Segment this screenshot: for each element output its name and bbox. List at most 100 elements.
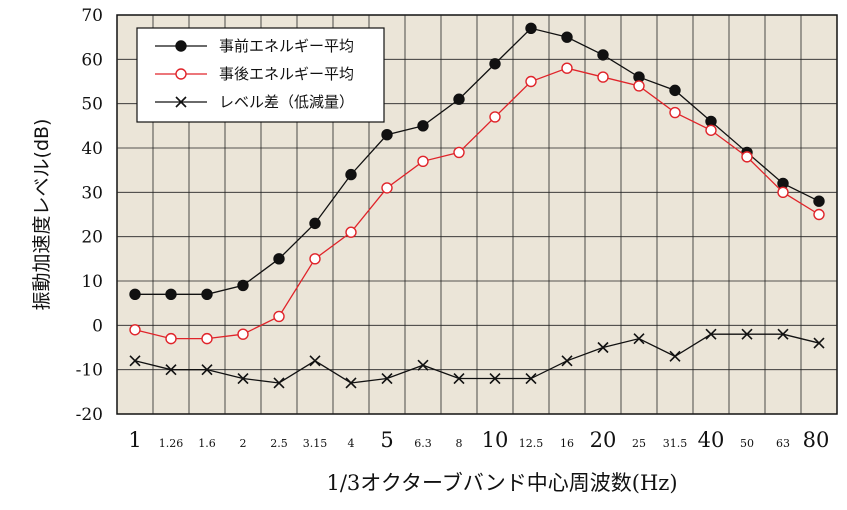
legend-label: レベル差（低減量） bbox=[219, 93, 354, 111]
data-point bbox=[201, 332, 213, 345]
x-tick-label: 1.6 bbox=[198, 437, 216, 450]
x-axis-ticks: 1 1.26 1.6 2 2.5 3.15 4 5 6.3 8 10 12.5 16 20 25 31.5 40… bbox=[128, 428, 829, 452]
data-point bbox=[633, 80, 645, 92]
data-point bbox=[417, 359, 429, 371]
data-point bbox=[489, 111, 501, 123]
x-tick-label: 4 bbox=[348, 437, 355, 450]
data-point bbox=[129, 355, 141, 367]
legend-label: 事後エネルギー平均 bbox=[219, 65, 354, 83]
data-point bbox=[129, 324, 141, 336]
series-3 bbox=[129, 328, 825, 389]
data-point bbox=[165, 288, 177, 300]
x-tick-label: 10 bbox=[482, 428, 509, 452]
x-tick-label: 3.15 bbox=[303, 437, 328, 450]
data-point bbox=[381, 372, 393, 385]
y-tick-label: 20 bbox=[81, 228, 103, 248]
legend-item: 事後エネルギー平均 bbox=[155, 65, 354, 83]
x-tick-label: 63 bbox=[776, 437, 790, 450]
data-point bbox=[165, 364, 177, 376]
data-point bbox=[597, 49, 609, 61]
legend-label: 事前エネルギー平均 bbox=[219, 37, 354, 55]
data-point bbox=[777, 186, 789, 199]
y-axis-label: 振動加速度レベル(dB) bbox=[31, 119, 53, 311]
x-tick-label: 1 bbox=[128, 428, 141, 452]
data-point bbox=[309, 253, 321, 265]
y-tick-label: 40 bbox=[81, 139, 103, 159]
data-point bbox=[417, 120, 429, 132]
data-point bbox=[345, 226, 357, 238]
legend-marker bbox=[175, 40, 187, 52]
x-tick-label: 40 bbox=[698, 428, 725, 452]
series-line bbox=[135, 27, 820, 295]
data-point bbox=[705, 124, 717, 136]
data-point bbox=[309, 217, 321, 230]
x-tick-label: 1.26 bbox=[159, 437, 184, 450]
x-tick-label: 6.3 bbox=[414, 437, 432, 450]
data-point bbox=[525, 372, 537, 385]
y-tick-label: 60 bbox=[81, 50, 103, 70]
series-line bbox=[134, 67, 820, 340]
data-point bbox=[813, 337, 825, 349]
data-point bbox=[201, 288, 213, 300]
data-point bbox=[813, 195, 825, 207]
data-point bbox=[741, 151, 753, 163]
data-point bbox=[345, 377, 357, 389]
legend-marker bbox=[175, 96, 187, 108]
data-point bbox=[237, 328, 249, 340]
x-tick-label: 50 bbox=[740, 437, 754, 450]
data-point bbox=[561, 62, 573, 74]
series-layer bbox=[129, 22, 825, 389]
data-point bbox=[417, 155, 429, 168]
data-point bbox=[237, 372, 249, 385]
data-point bbox=[525, 75, 537, 88]
x-tick-label: 8 bbox=[456, 437, 463, 450]
data-point bbox=[813, 208, 825, 221]
y-tick-label: 0 bbox=[92, 316, 103, 336]
x-tick-label: 25 bbox=[632, 437, 646, 450]
x-tick-label: 80 bbox=[803, 428, 830, 452]
data-point bbox=[741, 328, 753, 340]
y-tick-label: -20 bbox=[76, 405, 103, 425]
data-point bbox=[525, 22, 537, 34]
y-tick-label: 70 bbox=[81, 6, 103, 26]
data-point bbox=[777, 328, 789, 340]
x-tick-label: 2 bbox=[240, 437, 247, 450]
x-tick-label: 12.5 bbox=[519, 437, 544, 450]
data-point bbox=[669, 350, 681, 362]
x-tick-label: 20 bbox=[590, 428, 617, 452]
data-point bbox=[273, 310, 285, 323]
data-point bbox=[453, 146, 465, 159]
legend-item: レベル差（低減量） bbox=[155, 93, 354, 111]
x-tick-label: 16 bbox=[560, 437, 574, 450]
data-point bbox=[597, 341, 609, 354]
x-tick-label: 31.5 bbox=[663, 437, 688, 450]
data-point bbox=[669, 84, 681, 97]
x-axis-label: 1/3オクターブバンド中心周波数(Hz) bbox=[326, 471, 677, 495]
y-axis-ticks: 70 60 50 40 30 20 10 0 -10 -20 bbox=[76, 6, 103, 425]
data-point bbox=[633, 333, 645, 345]
data-point bbox=[129, 288, 141, 300]
y-tick-label: 10 bbox=[81, 272, 103, 292]
data-point bbox=[237, 279, 249, 292]
data-point bbox=[597, 71, 609, 83]
data-point bbox=[273, 377, 285, 389]
data-point bbox=[561, 31, 573, 43]
x-tick-label: 2.5 bbox=[270, 437, 288, 450]
data-point bbox=[201, 364, 213, 376]
data-point bbox=[453, 372, 465, 385]
y-tick-label: 30 bbox=[81, 183, 103, 203]
y-tick-label: 50 bbox=[81, 95, 103, 115]
data-point bbox=[705, 328, 717, 340]
data-point bbox=[489, 58, 501, 70]
y-tick-label: -10 bbox=[76, 361, 103, 381]
legend-item: 事前エネルギー平均 bbox=[155, 37, 354, 55]
data-point bbox=[561, 355, 573, 367]
legend-marker bbox=[175, 68, 187, 80]
series-line bbox=[134, 333, 820, 384]
data-point bbox=[165, 332, 177, 345]
data-point bbox=[489, 372, 501, 385]
data-point bbox=[345, 168, 357, 181]
data-point bbox=[381, 182, 393, 194]
